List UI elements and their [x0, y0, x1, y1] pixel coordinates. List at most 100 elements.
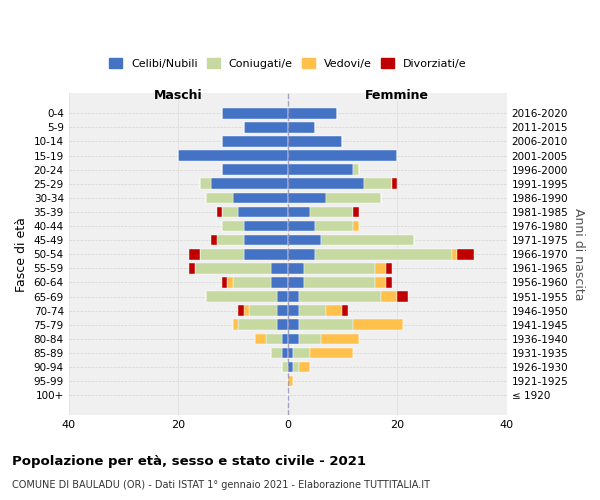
- Bar: [217, 206, 222, 217]
- Bar: [299, 362, 310, 372]
- Bar: [271, 277, 287, 287]
- Bar: [299, 291, 381, 302]
- Bar: [299, 306, 326, 316]
- Bar: [206, 192, 233, 203]
- Bar: [222, 206, 238, 217]
- Bar: [287, 306, 299, 316]
- Bar: [287, 249, 315, 260]
- Bar: [222, 164, 287, 175]
- Bar: [206, 291, 277, 302]
- Bar: [287, 348, 293, 358]
- Bar: [326, 306, 343, 316]
- Legend: Celibi/Nubili, Coniugati/e, Vedovi/e, Divorziati/e: Celibi/Nubili, Coniugati/e, Vedovi/e, Di…: [104, 54, 471, 74]
- Bar: [310, 348, 353, 358]
- Bar: [287, 206, 310, 217]
- Bar: [233, 192, 287, 203]
- Bar: [320, 334, 359, 344]
- Bar: [250, 306, 277, 316]
- Bar: [287, 192, 326, 203]
- Bar: [299, 334, 320, 344]
- Bar: [353, 164, 359, 175]
- Bar: [238, 306, 244, 316]
- Bar: [287, 376, 293, 386]
- Bar: [287, 221, 315, 232]
- Bar: [200, 178, 211, 189]
- Bar: [386, 277, 392, 287]
- Bar: [287, 122, 315, 132]
- Bar: [326, 192, 381, 203]
- Bar: [353, 206, 359, 217]
- Bar: [287, 320, 299, 330]
- Bar: [277, 306, 287, 316]
- Bar: [244, 306, 250, 316]
- Bar: [457, 249, 474, 260]
- Bar: [233, 320, 238, 330]
- Bar: [392, 178, 397, 189]
- Bar: [320, 235, 413, 246]
- Bar: [244, 235, 287, 246]
- Bar: [376, 277, 386, 287]
- Bar: [287, 334, 299, 344]
- Y-axis label: Anni di nascita: Anni di nascita: [572, 208, 585, 300]
- Bar: [287, 362, 293, 372]
- Bar: [227, 277, 233, 287]
- Bar: [452, 249, 457, 260]
- Bar: [238, 320, 277, 330]
- Bar: [222, 108, 287, 118]
- Bar: [293, 362, 299, 372]
- Bar: [299, 320, 353, 330]
- Bar: [353, 221, 359, 232]
- Bar: [397, 291, 408, 302]
- Bar: [310, 206, 353, 217]
- Bar: [343, 306, 348, 316]
- Bar: [282, 348, 287, 358]
- Bar: [315, 249, 452, 260]
- Bar: [189, 249, 200, 260]
- Bar: [238, 206, 287, 217]
- Bar: [287, 235, 320, 246]
- Bar: [287, 277, 304, 287]
- Bar: [364, 178, 392, 189]
- Bar: [233, 277, 271, 287]
- Bar: [244, 249, 287, 260]
- Text: COMUNE DI BAULADU (OR) - Dati ISTAT 1° gennaio 2021 - Elaborazione TUTTITALIA.IT: COMUNE DI BAULADU (OR) - Dati ISTAT 1° g…: [12, 480, 430, 490]
- Bar: [293, 348, 310, 358]
- Bar: [271, 263, 287, 274]
- Bar: [222, 136, 287, 146]
- Bar: [282, 334, 287, 344]
- Bar: [222, 277, 227, 287]
- Bar: [304, 263, 376, 274]
- Text: Popolazione per età, sesso e stato civile - 2021: Popolazione per età, sesso e stato civil…: [12, 455, 366, 468]
- Bar: [287, 150, 397, 161]
- Bar: [386, 263, 392, 274]
- Bar: [194, 263, 271, 274]
- Bar: [282, 362, 287, 372]
- Text: Maschi: Maschi: [154, 89, 202, 102]
- Bar: [189, 263, 194, 274]
- Bar: [217, 235, 244, 246]
- Bar: [287, 136, 343, 146]
- Bar: [244, 122, 287, 132]
- Bar: [255, 334, 266, 344]
- Bar: [287, 178, 364, 189]
- Bar: [200, 249, 244, 260]
- Bar: [244, 221, 287, 232]
- Bar: [277, 320, 287, 330]
- Bar: [376, 263, 386, 274]
- Bar: [266, 334, 282, 344]
- Bar: [304, 277, 376, 287]
- Bar: [277, 291, 287, 302]
- Bar: [287, 164, 353, 175]
- Bar: [271, 348, 282, 358]
- Y-axis label: Fasce di età: Fasce di età: [15, 217, 28, 292]
- Bar: [287, 291, 299, 302]
- Bar: [211, 235, 217, 246]
- Bar: [353, 320, 403, 330]
- Bar: [381, 291, 397, 302]
- Bar: [315, 221, 353, 232]
- Bar: [287, 108, 337, 118]
- Text: Femmine: Femmine: [365, 89, 429, 102]
- Bar: [222, 221, 244, 232]
- Bar: [178, 150, 287, 161]
- Bar: [211, 178, 287, 189]
